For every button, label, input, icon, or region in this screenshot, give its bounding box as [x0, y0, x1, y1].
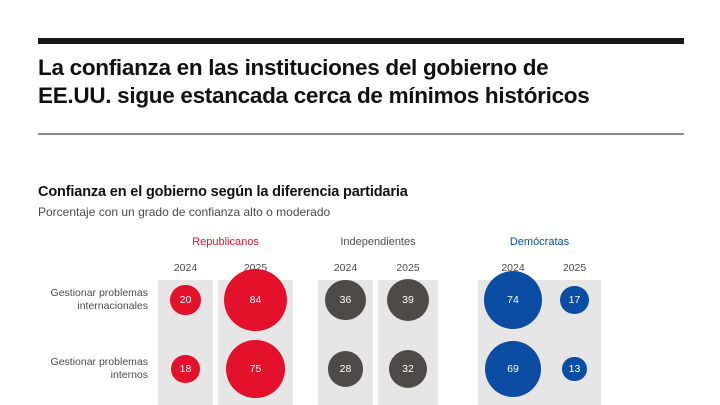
row-label-line-1: Gestionar problemas: [50, 356, 148, 368]
chart-subtitle: Porcentaje con un grado de confianza alt…: [38, 205, 331, 219]
bubble-datapoint: 17: [560, 285, 589, 314]
bubble-datapoint: 28: [327, 351, 364, 387]
bubble-value: 20: [179, 293, 192, 306]
group-label-independientes: Independientes: [340, 236, 416, 248]
bubble-datapoint: 36: [325, 279, 366, 321]
top-rule: [38, 38, 684, 44]
bubble-value: 39: [402, 293, 414, 306]
bubble-chart: Republicanos Independientes Demócratas 2024…: [0, 236, 720, 405]
bubble-datapoint: 69: [484, 340, 542, 398]
bubble-value: 28: [339, 362, 352, 375]
bubble-value: 18: [179, 362, 192, 375]
row-label-line-2: internos: [110, 369, 148, 381]
bubble-datapoint: 84: [224, 268, 287, 332]
bubble-datapoint: 18: [171, 354, 200, 384]
bubble-datapoint: 39: [386, 278, 430, 322]
bubble-datapoint: 75: [226, 339, 285, 399]
headline-line-1: La confianza en las instituciones del go…: [38, 55, 549, 80]
group-label-republicanos: Republicanos: [192, 236, 259, 248]
year-label: 2024: [173, 262, 198, 274]
bubble-value: 69: [507, 362, 519, 375]
bubble-value: 84: [249, 293, 262, 306]
headline-line-2: EE.UU. sigue estancada cerca de mínimos …: [38, 83, 590, 108]
bubble-value: 17: [568, 293, 581, 306]
row-label: Gestionar problemas internos: [8, 356, 148, 382]
page-title: La confianza en las instituciones del go…: [38, 54, 688, 110]
group-label-demcratas: Demócratas: [509, 236, 570, 248]
row-label-line-2: internacionales: [77, 300, 148, 312]
bubble-datapoint: 13: [562, 356, 587, 382]
bubble-value: 13: [568, 362, 581, 375]
row-label: Gestionar problemas internacionales: [8, 287, 148, 313]
bubble-datapoint: 20: [170, 284, 201, 316]
year-label: 2024: [333, 262, 358, 274]
title-divider: [38, 133, 684, 135]
bubble-value: 32: [402, 362, 414, 375]
bubble-value: 36: [339, 293, 352, 306]
row-label-line-1: Gestionar problemas: [50, 287, 148, 299]
bubble-value: 74: [507, 293, 519, 306]
bubble-datapoint: 74: [483, 270, 543, 330]
chart-title: Confianza en el gobierno según la difere…: [38, 184, 408, 200]
year-label: 2025: [396, 262, 420, 274]
bubble-value: 75: [249, 362, 262, 375]
year-label: 2025: [562, 262, 587, 274]
